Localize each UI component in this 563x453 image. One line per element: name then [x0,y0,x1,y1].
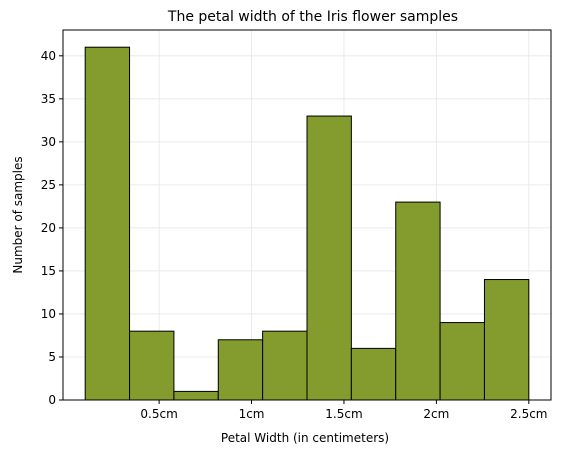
y-tick-label: 25 [41,178,56,192]
chart-title: The petal width of the Iris flower sampl… [167,9,458,25]
x-tick-label: 1.5cm [325,407,362,421]
histogram-bar [483,279,530,401]
histogram-bar [350,347,397,401]
x-tick-label: 2.5cm [510,407,547,421]
x-axis-ticks: 0.5cm 1cm 1.5cm 2cm 2.5cm [140,400,548,421]
y-axis-label: Number of samples [11,156,25,273]
y-tick-label: 5 [48,350,56,364]
bars [84,46,530,401]
plot-frame [62,29,552,401]
y-tick-label: 15 [41,264,56,278]
histogram-bar [395,201,441,401]
y-tick-label: 20 [41,221,56,235]
histogram-bar [129,330,175,401]
x-tick-label: 1cm [239,407,265,421]
histogram-bar [173,390,219,401]
x-tick-label: 2cm [423,407,449,421]
y-tick-label: 35 [41,92,56,106]
x-axis-label: Petal Width (in centimeters) [221,431,389,445]
histogram-bar [439,322,485,401]
histogram-bar [262,330,308,401]
histogram-bar [84,46,131,401]
y-tick-label: 0 [48,393,56,407]
histogram-bar [217,339,264,401]
y-tick-label: 40 [41,49,56,63]
y-tick-label: 30 [41,135,56,149]
x-tick-label: 0.5cm [140,407,177,421]
y-tick-label: 10 [41,307,56,321]
histogram-bar [306,115,352,401]
y-axis-ticks: 0 5 10 15 20 25 30 35 40 [41,49,63,407]
